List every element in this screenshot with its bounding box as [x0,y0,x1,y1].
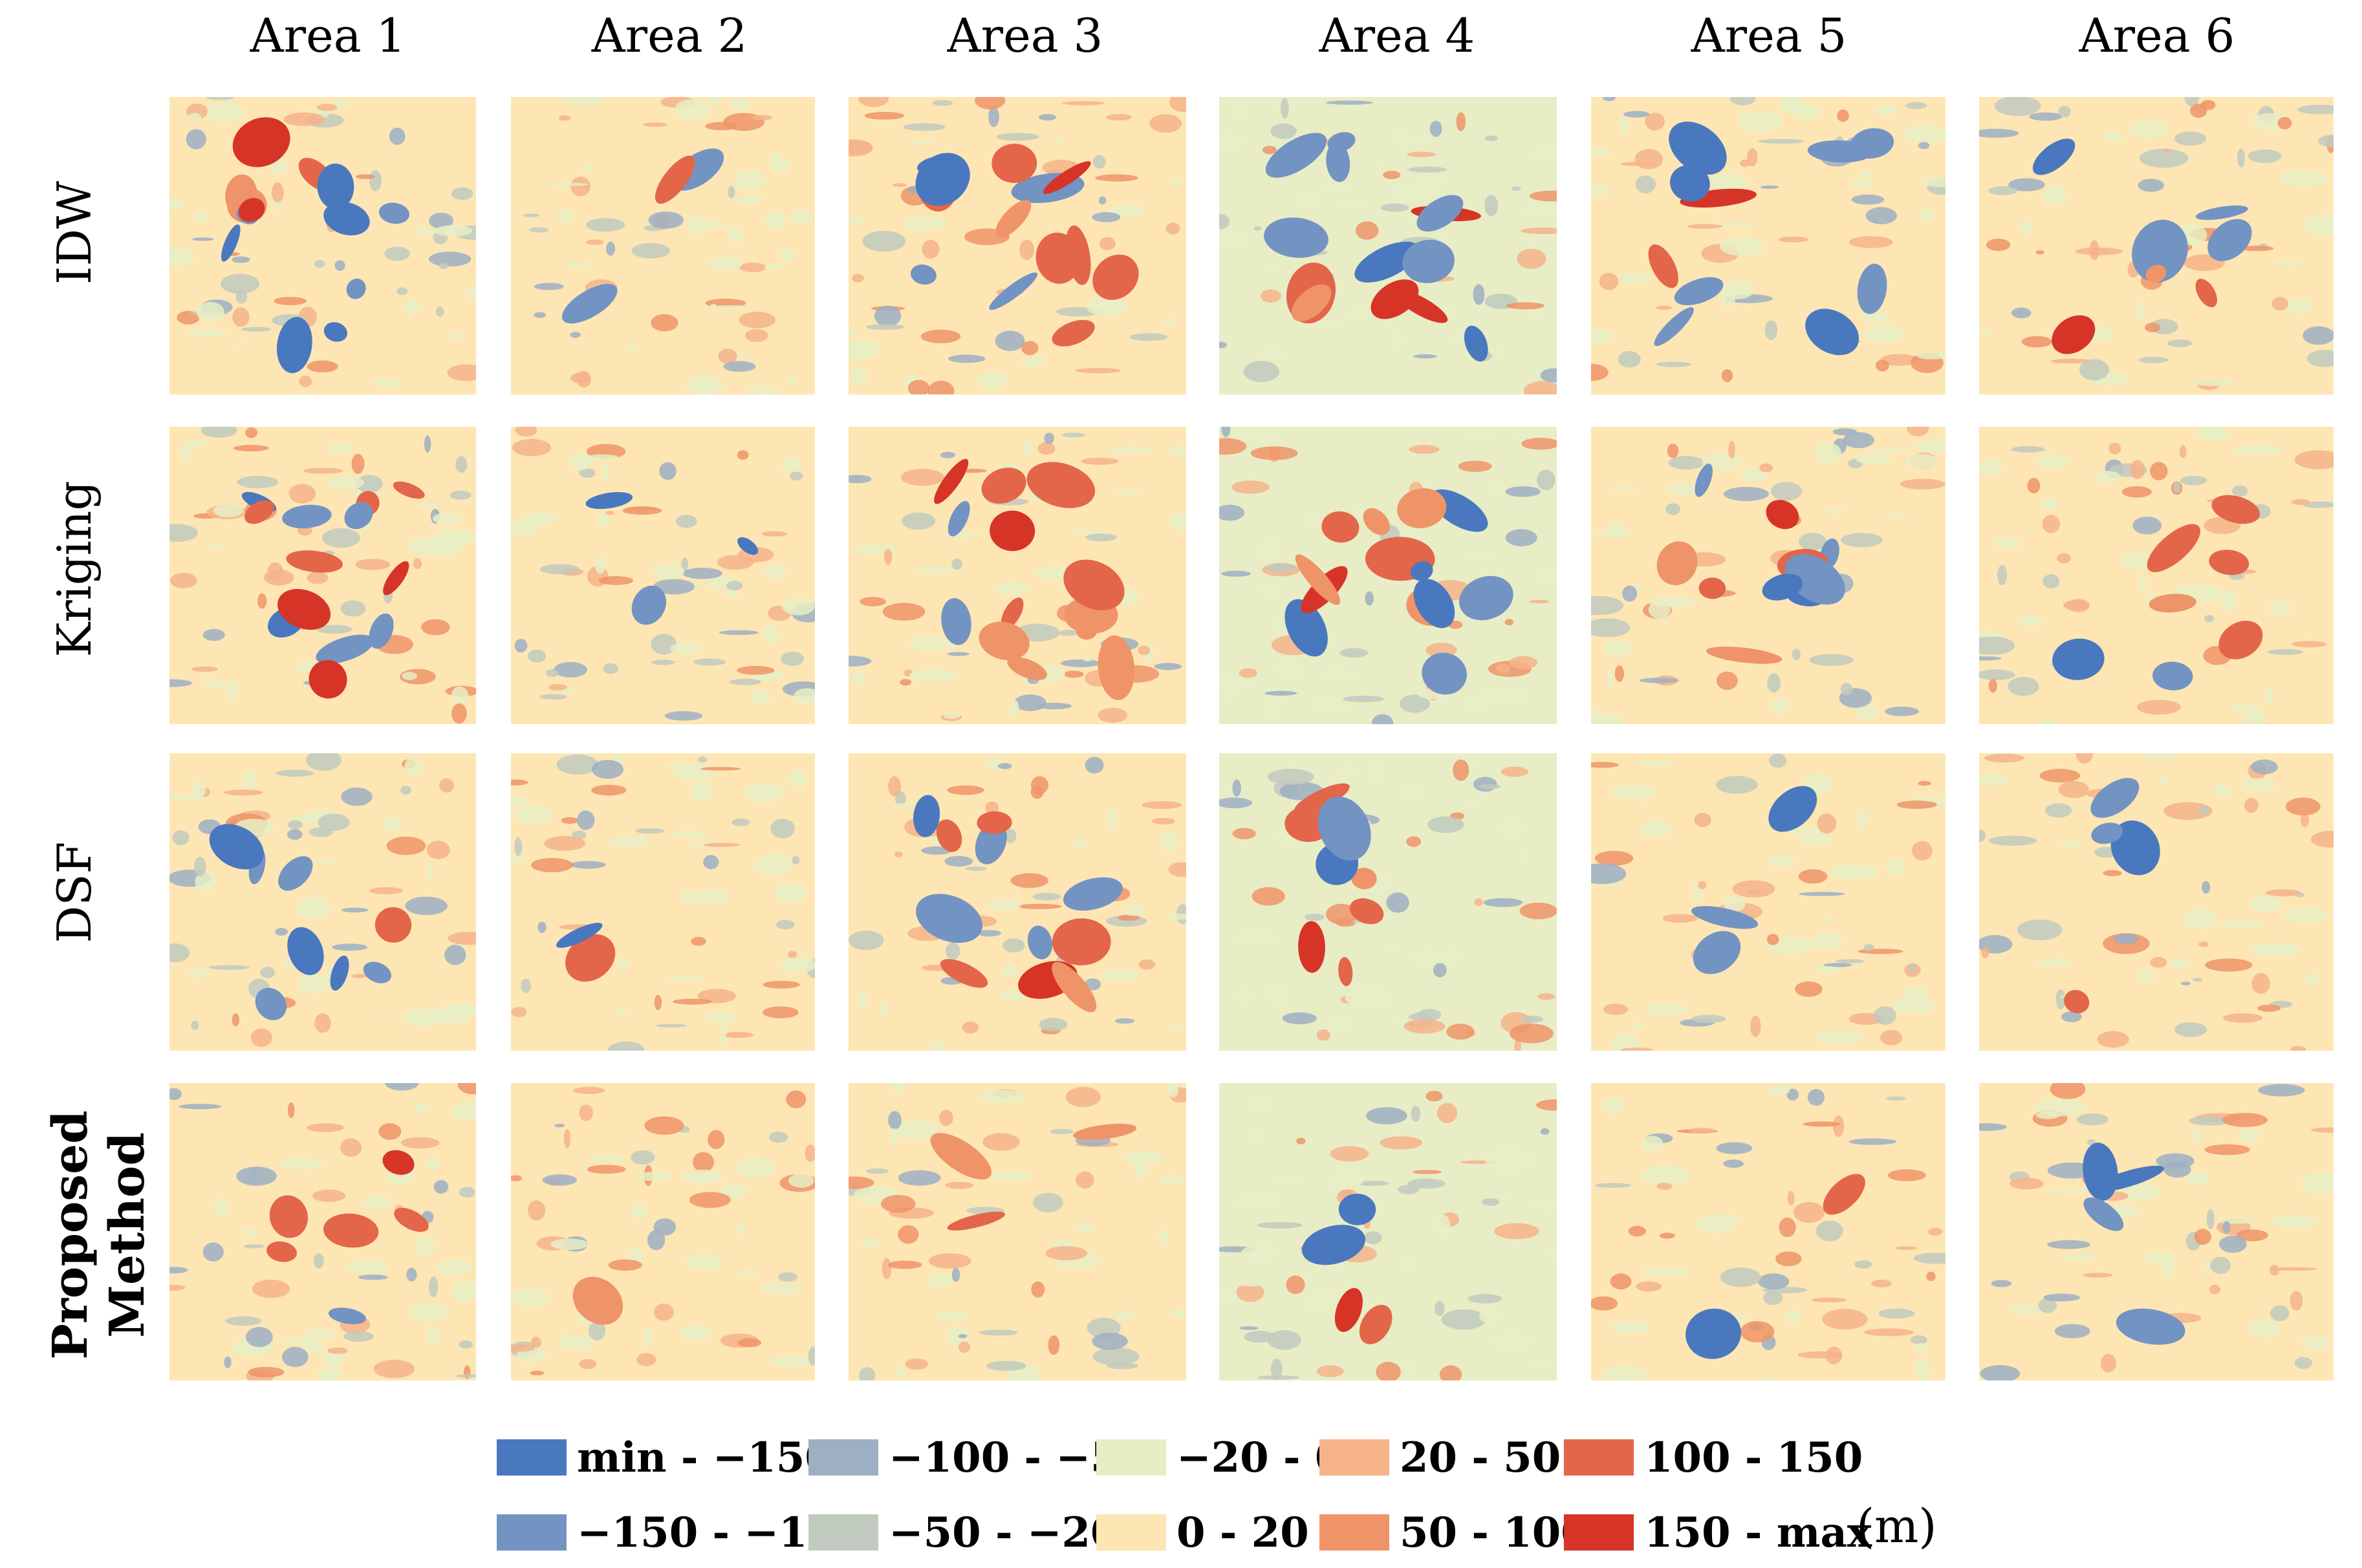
legend-label: 100 - 150 [1644,1433,1863,1482]
legend-swatch [1096,1439,1166,1476]
legend-swatch [497,1514,567,1551]
map-panel-dsf-area-4 [1219,753,1557,1051]
map-panel-kriging-area-1 [169,427,476,724]
map-panel-dsf-area-5 [1591,753,1945,1051]
map-panel-idw-area-2 [511,97,815,394]
map-panel-kriging-area-4 [1219,427,1557,724]
legend-swatch [497,1439,567,1476]
map-panel-proposed-method-area-2 [511,1083,815,1380]
legend-unit: (m) [1856,1499,1937,1553]
map-panel-dsf-area-3 [849,753,1186,1051]
map-panel-proposed-method-area-5 [1591,1083,1945,1380]
map-panel-idw-area-1 [169,97,476,394]
map-panel-idw-area-3 [849,97,1186,394]
legend-swatch [808,1514,878,1551]
legend-item-7: −50 - −20 [808,1509,1120,1557]
legend-swatch [1319,1514,1389,1551]
legend-item-3: −20 - 0 [1096,1434,1343,1482]
legend-item-9: 50 - 100 [1319,1509,1590,1557]
legend-swatch [1319,1439,1389,1476]
legend-item-10: 150 - max [1564,1509,1872,1557]
map-panel-kriging-area-5 [1591,427,1945,724]
map-panel-proposed-method-area-4 [1219,1083,1557,1380]
map-panel-idw-area-5 [1591,97,1945,394]
row-header-idw: IDW [47,180,102,285]
map-panel-idw-area-4 [1219,97,1557,394]
map-panel-idw-area-6 [1979,97,2334,394]
legend-swatch [1564,1439,1634,1476]
map-panel-kriging-area-6 [1979,427,2334,724]
map-panel-kriging-area-2 [511,427,815,724]
map-panel-proposed-method-area-6 [1979,1083,2334,1380]
legend-swatch [1096,1514,1166,1551]
map-panel-dsf-area-6 [1979,753,2334,1051]
legend-swatch [1564,1514,1634,1551]
map-panel-kriging-area-3 [849,427,1186,724]
legend-swatch [808,1439,878,1476]
legend-label: 150 - max [1644,1508,1872,1557]
row-header-kriging: Kriging [47,480,102,658]
map-panel-dsf-area-1 [169,753,476,1051]
row-header-proposed-method: Proposed Method [43,1110,155,1360]
legend-label: 0 - 20 [1176,1508,1309,1557]
legend-label: −50 - −20 [889,1508,1120,1557]
legend-item-4: 20 - 50 [1319,1434,1561,1482]
legend-label: −20 - 0 [1176,1433,1344,1482]
column-header-area-5: Area 5 [1691,8,1847,63]
column-header-area-4: Area 4 [1319,8,1475,63]
legend-item-5: 100 - 150 [1564,1434,1863,1482]
column-header-area-1: Area 1 [250,8,406,63]
legend-label: min - −150 [577,1433,834,1482]
map-panel-dsf-area-2 [511,753,815,1051]
map-panel-proposed-method-area-3 [849,1083,1186,1380]
legend-item-1: min - −150 [497,1434,834,1482]
column-header-area-2: Area 2 [591,8,748,63]
row-header-dsf: DSF [47,841,102,943]
legend-item-8: 0 - 20 [1096,1509,1309,1557]
column-header-area-3: Area 3 [947,8,1103,63]
legend-label: 50 - 100 [1400,1508,1590,1557]
map-panel-proposed-method-area-1 [169,1083,476,1380]
column-header-area-6: Area 6 [2079,8,2235,63]
legend-label: 20 - 50 [1400,1433,1561,1482]
